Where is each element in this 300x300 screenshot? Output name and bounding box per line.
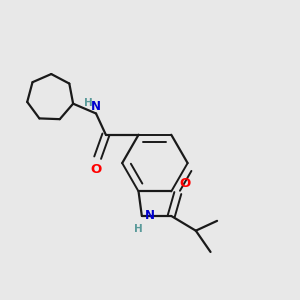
Text: N: N bbox=[91, 100, 101, 113]
Text: H: H bbox=[134, 224, 143, 234]
Text: O: O bbox=[179, 177, 191, 190]
Text: O: O bbox=[90, 163, 102, 176]
Text: H: H bbox=[84, 98, 93, 108]
Text: N: N bbox=[144, 209, 154, 223]
